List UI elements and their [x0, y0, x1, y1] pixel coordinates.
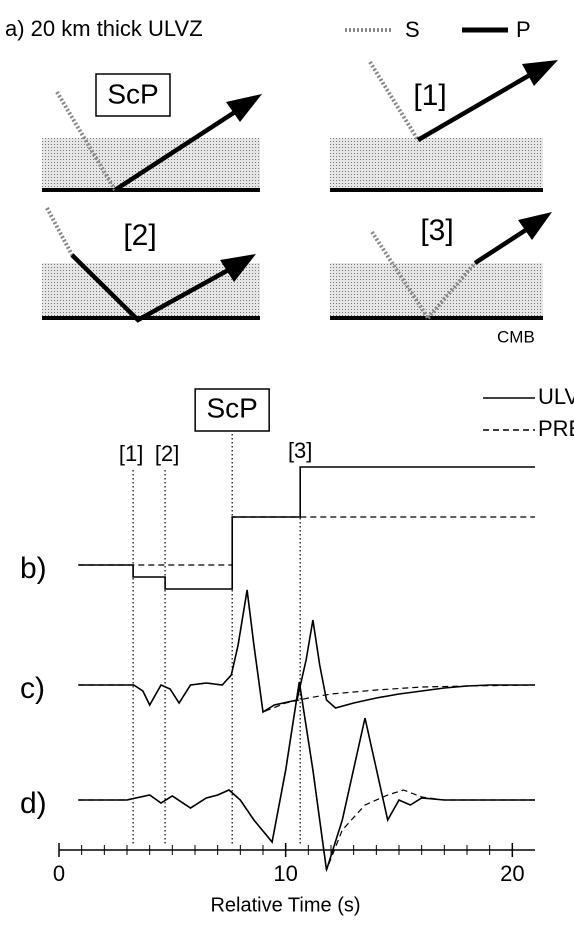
marker-label: [2] — [155, 441, 179, 466]
x-axis-label: Relative Time (s) — [210, 894, 360, 916]
x-tick-label: 10 — [273, 861, 297, 886]
ulvz-layer — [330, 138, 543, 190]
marker-label: [3] — [288, 438, 312, 463]
box-label: ScP — [107, 78, 158, 109]
trace — [78, 590, 535, 712]
panel-label: [3] — [420, 214, 453, 247]
panel-label: c) — [20, 672, 45, 705]
legend-label: ULVZ — [538, 384, 574, 409]
boundary-label: CMB — [497, 327, 535, 346]
marker-label: [1] — [119, 441, 143, 466]
legend-label: PREM — [538, 416, 574, 441]
trace — [78, 590, 535, 712]
panel-label: [2] — [123, 219, 156, 252]
legend-label: S — [405, 17, 420, 42]
marker-label: ScP — [206, 392, 257, 423]
trace — [78, 467, 535, 589]
trace — [78, 682, 535, 870]
panel-label: [1] — [413, 79, 446, 112]
waveform-chart: 0 10 20 Relative Time (s) [1] [2] ScP [3] ULVZ PR… — [20, 384, 574, 916]
legend-label: P — [516, 17, 531, 42]
panel-label: b) — [20, 552, 47, 585]
x-tick-label: 0 — [53, 861, 65, 886]
trace — [78, 682, 535, 870]
x-tick-label: 20 — [500, 861, 524, 886]
trace — [78, 517, 535, 565]
diagram-title: a) 20 km thick ULVZ — [5, 16, 203, 41]
page: a) 20 km thick ULVZ S P ScP [1] [2] [3] … — [0, 0, 574, 934]
diagram: a) 20 km thick ULVZ S P ScP [1] [2] [3] … — [5, 16, 558, 347]
figure: a) 20 km thick ULVZ S P ScP [1] [2] [3] … — [0, 0, 574, 934]
panel-label: d) — [20, 787, 47, 820]
ulvz-layer — [330, 263, 543, 318]
